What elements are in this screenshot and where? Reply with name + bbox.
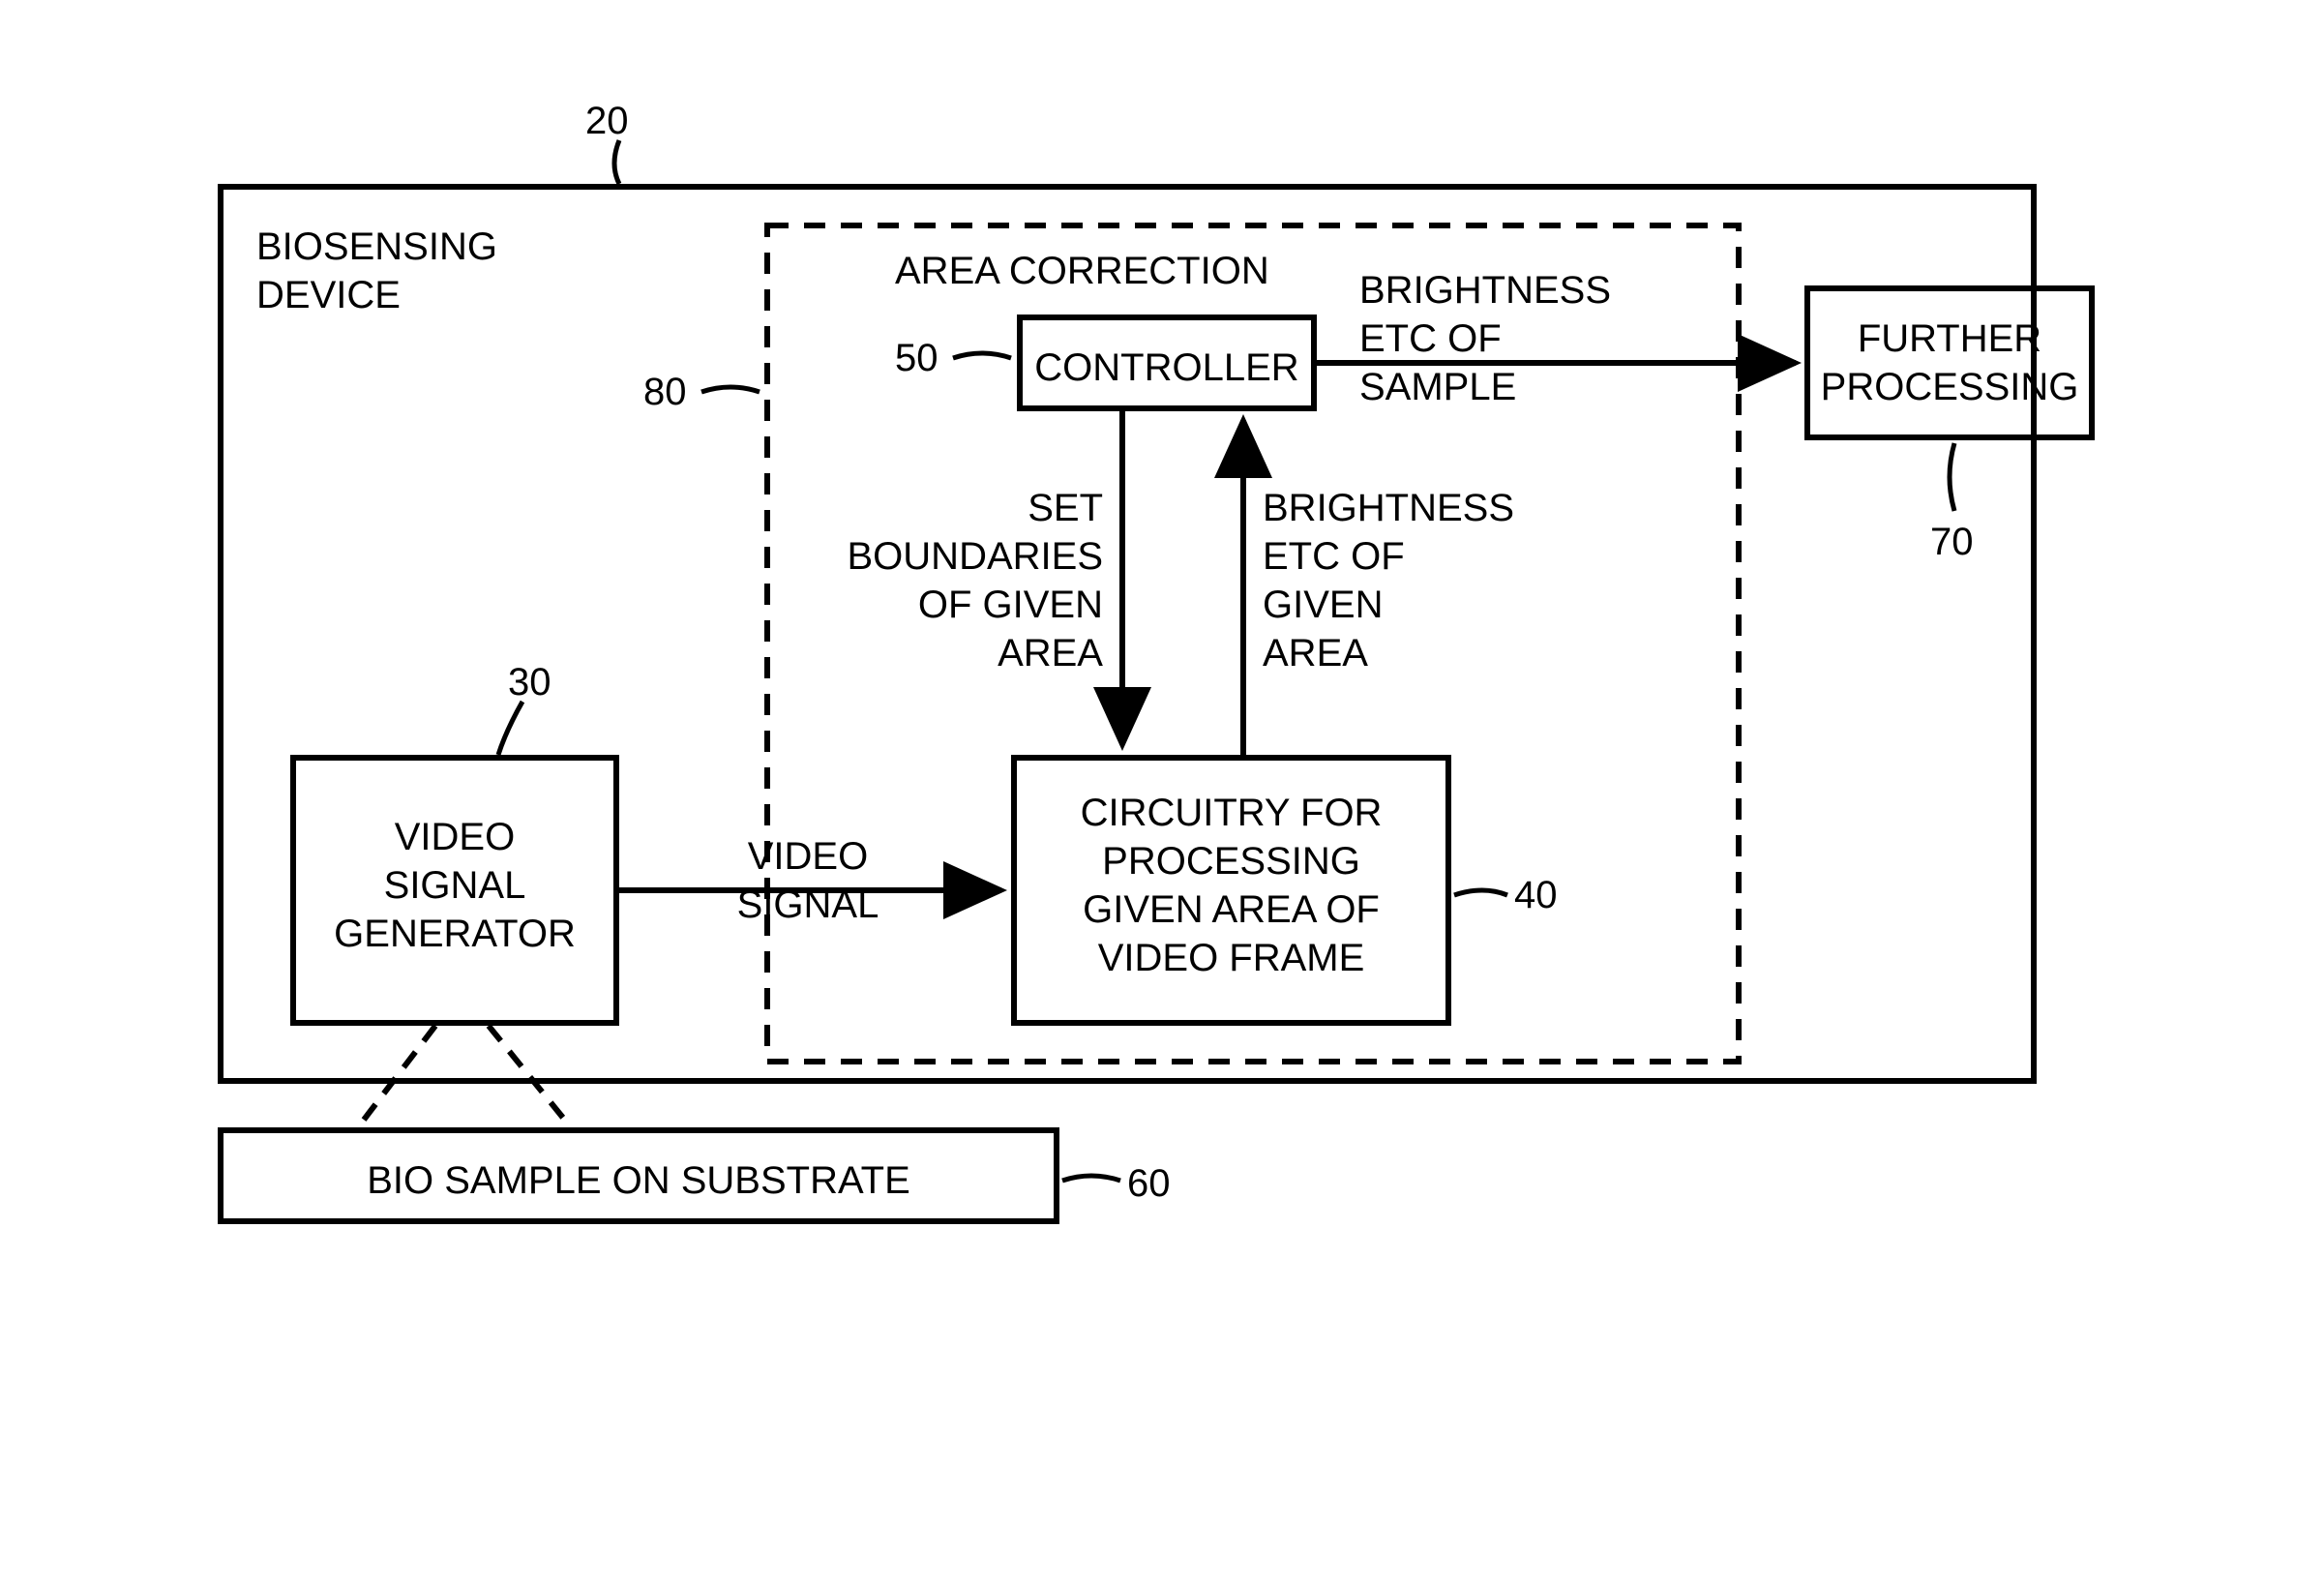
ref-50: 50	[895, 334, 939, 382]
ref-60: 60	[1127, 1159, 1171, 1208]
bio-sample-label: BIO SAMPLE ON SUBSTRATE	[218, 1156, 1059, 1205]
ref-70: 70	[1930, 518, 1974, 566]
lead-80	[701, 377, 764, 406]
biosensing-device-label: BIOSENSING DEVICE	[256, 223, 497, 319]
ref-30: 30	[508, 658, 551, 706]
arrow-controller-to-further	[1317, 348, 1820, 377]
video-gen-label: VIDEO SIGNAL GENERATOR	[290, 813, 619, 958]
ref-80: 80	[643, 368, 687, 416]
lead-20	[605, 140, 634, 189]
ref-20: 20	[585, 97, 629, 145]
arrow-controller-to-circuitry	[1103, 411, 1142, 769]
brightness-sample-label: BRIGHTNESS ETC OF SAMPLE	[1359, 266, 1669, 411]
area-correction-label: AREA CORRECTION	[895, 247, 1269, 295]
lead-60	[1062, 1166, 1125, 1195]
lead-70	[1940, 443, 1969, 516]
block-diagram: BIOSENSING DEVICE AREA CORRECTION CONTRO…	[218, 97, 2124, 1500]
set-boundaries-label: SET BOUNDARIES OF GIVEN AREA	[793, 484, 1103, 677]
lead-30	[489, 702, 527, 760]
arrow-circuitry-to-controller	[1224, 406, 1263, 764]
brightness-area-label: BRIGHTNESS ETC OF GIVEN AREA	[1263, 484, 1553, 677]
lead-50	[953, 344, 1016, 373]
lead-40	[1454, 881, 1512, 910]
dashed-videogen-to-sample	[334, 1026, 605, 1142]
controller-label: CONTROLLER	[1017, 344, 1317, 392]
further-proc-label: FURTHER PROCESSING	[1804, 315, 2095, 411]
arrow-video-to-circuitry	[619, 876, 1026, 905]
ref-40: 40	[1514, 871, 1558, 919]
circuitry-label: CIRCUITRY FOR PROCESSING GIVEN AREA OF V…	[1011, 789, 1451, 982]
